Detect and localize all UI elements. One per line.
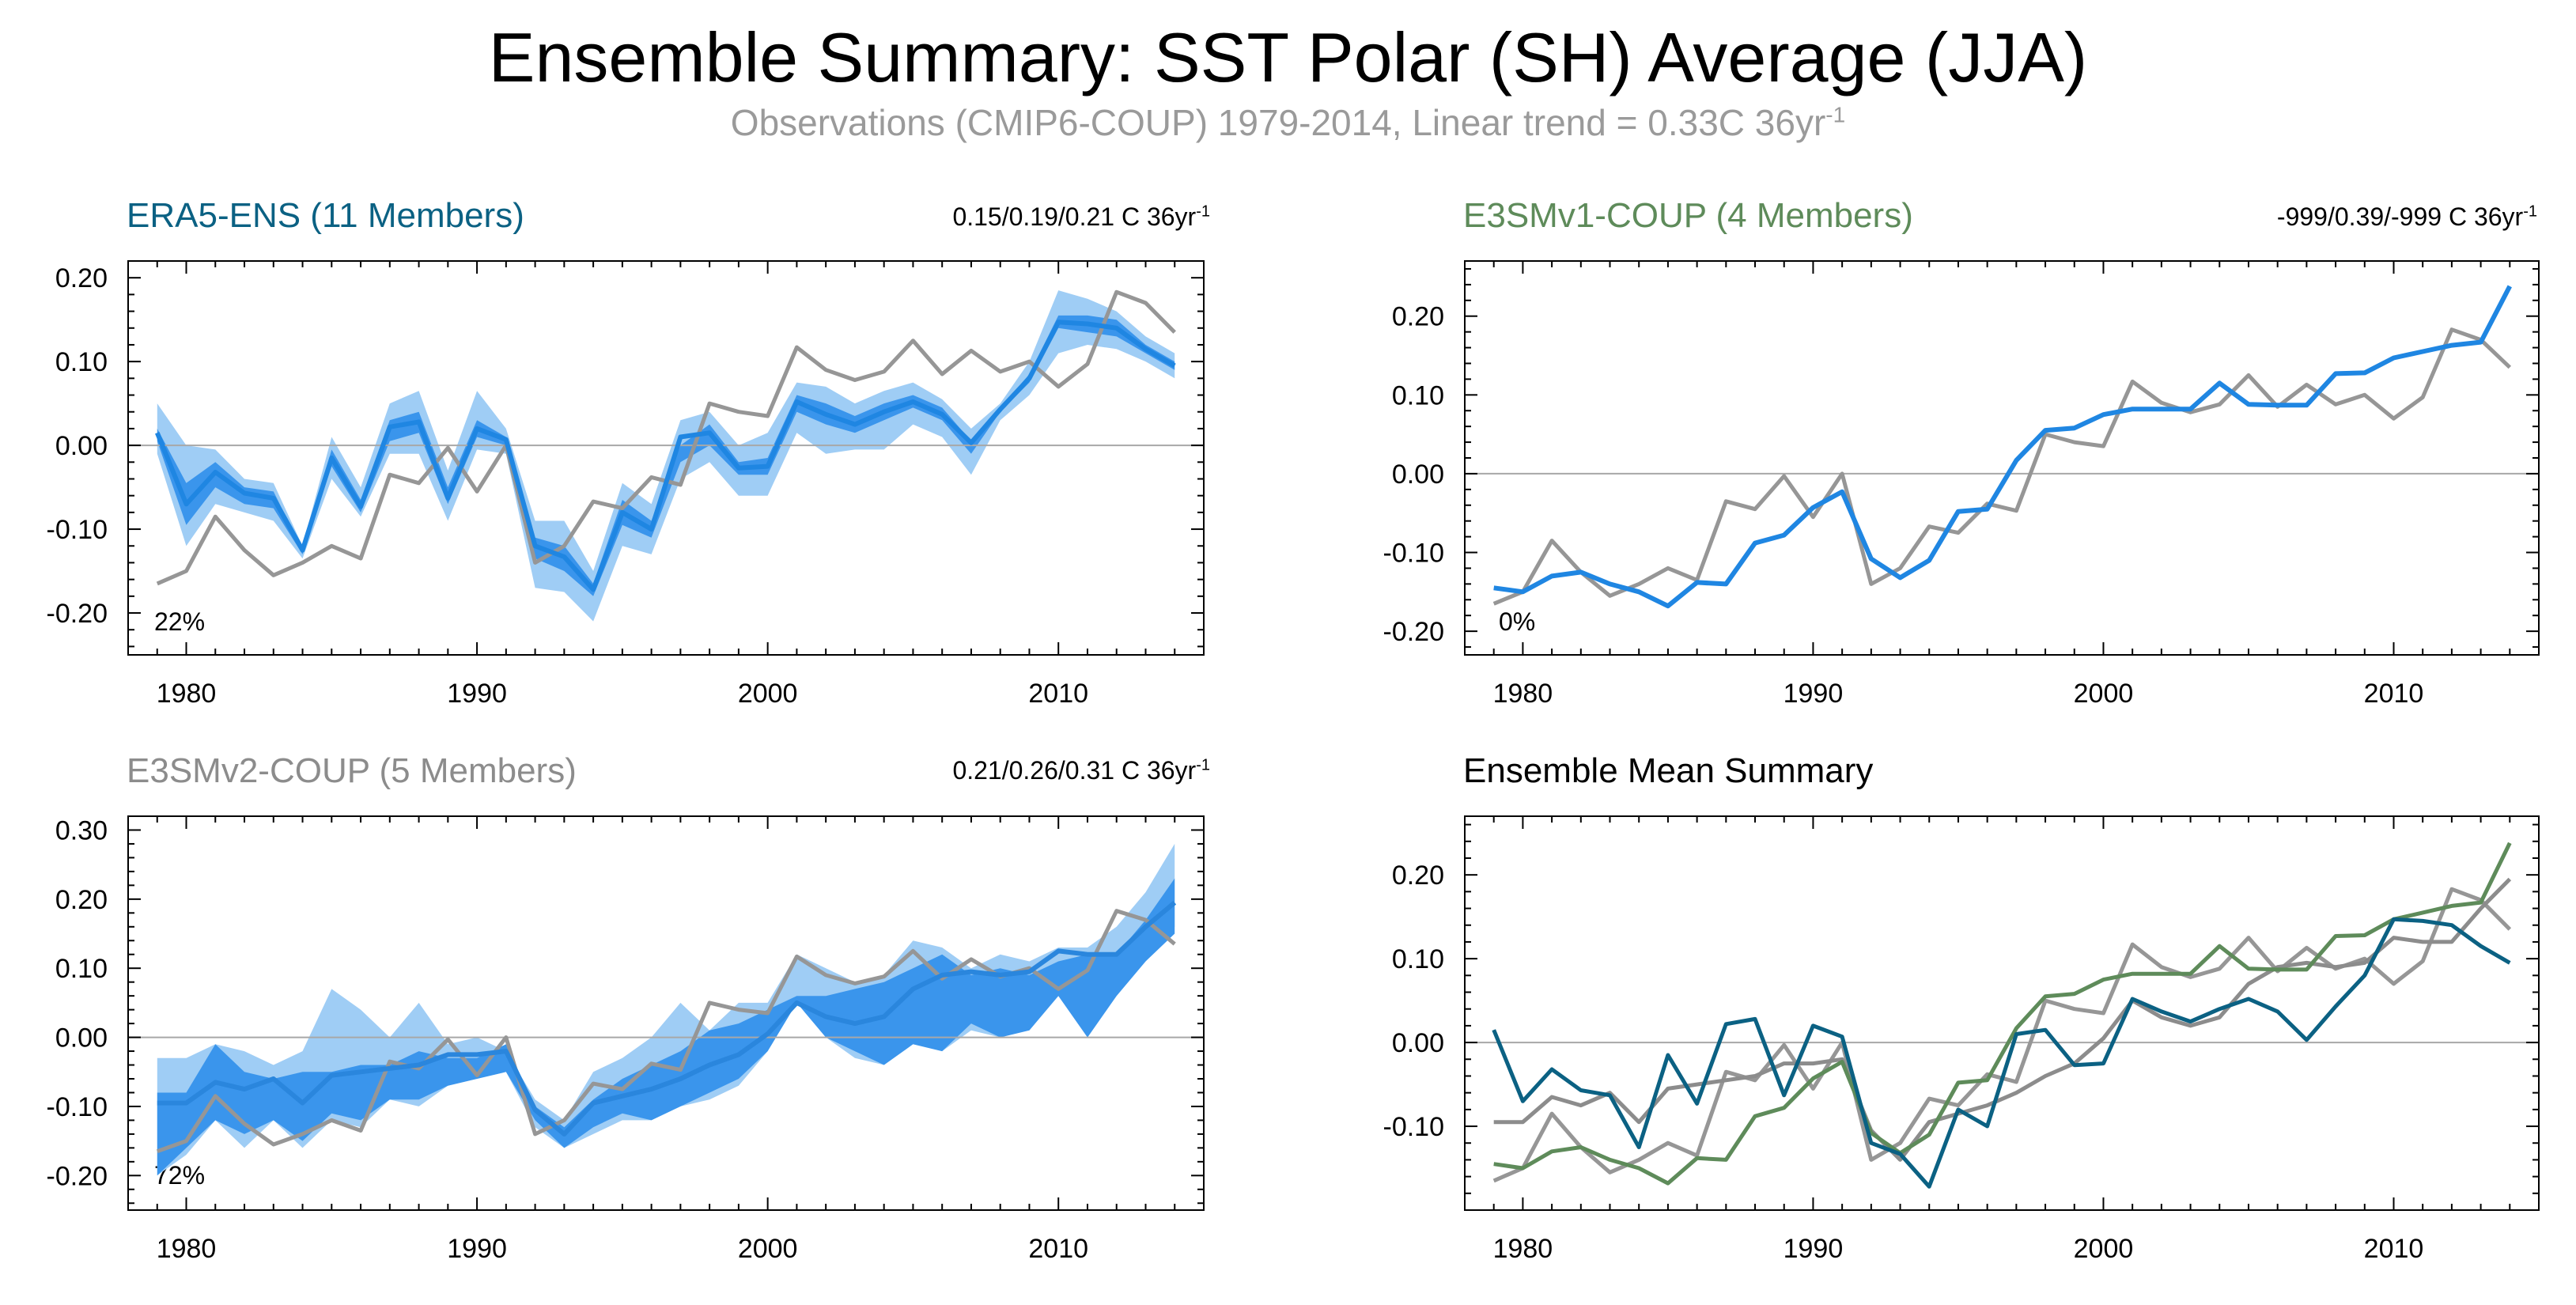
observation-line bbox=[1492, 887, 2512, 1183]
x-tick-label: 2010 bbox=[2364, 679, 2424, 709]
series-line-e3smv1-coup bbox=[1493, 842, 2512, 1186]
x-tick-label: 2010 bbox=[1028, 679, 1088, 709]
chart-ensemble-mean-summary: 1980 1990 2000 2010 -0.10 0.00 0.10 0.20 bbox=[1383, 815, 2540, 1264]
x-tick-label: 1980 bbox=[1493, 1234, 1553, 1264]
y-tick-label: 0.10 bbox=[1392, 944, 1444, 974]
panel-title-era5: ERA5-ENS (11 Members) bbox=[127, 196, 524, 235]
x-tick-label: 2000 bbox=[2074, 1234, 2134, 1264]
y-tick-label: 0.30 bbox=[55, 815, 108, 845]
x-tick-label: 2010 bbox=[1028, 1234, 1088, 1264]
plot-frame bbox=[127, 815, 1205, 1211]
y-tick-label: 0.20 bbox=[1392, 861, 1444, 891]
chart-era5-ens: 1980 1990 2000 2010 -0.20 -0.10 0.00 0.10 0.20 bbox=[47, 260, 1205, 709]
subtitle-superscript: -1 bbox=[1825, 102, 1846, 127]
ensemble-mean-line bbox=[155, 320, 1176, 592]
y-tick-label: 0.00 bbox=[55, 1023, 108, 1053]
page-title: Ensemble Summary: SST Polar (SH) Average… bbox=[488, 18, 2088, 96]
y-tick-label: 0.00 bbox=[1392, 1028, 1444, 1058]
x-tick-label: 1980 bbox=[157, 679, 217, 709]
trend-e3smv2-sup: -1 bbox=[1196, 756, 1210, 774]
y-tick-label: 0.10 bbox=[1392, 380, 1444, 410]
x-tick-label: 2000 bbox=[738, 1234, 798, 1264]
panel-title-summary: Ensemble Mean Summary bbox=[1463, 751, 1874, 790]
y-tick-label: -0.10 bbox=[1383, 539, 1445, 569]
panel-title-e3smv2: E3SMv2-COUP (5 Members) bbox=[127, 751, 577, 790]
chart-e3smv1-coup: 1980 1990 2000 2010 -0.20 -0.10 0.00 0.10 0.20 bbox=[1383, 260, 2540, 709]
plot-frame bbox=[1464, 815, 2540, 1211]
x-tick-label: 1990 bbox=[1784, 1234, 1844, 1264]
x-tick-label: 2010 bbox=[2364, 1234, 2424, 1264]
trend-e3smv1-sup: -1 bbox=[2523, 202, 2537, 221]
trend-era5-sup: -1 bbox=[1196, 202, 1210, 221]
trend-text-e3smv1: -999/0.39/-999 C 36yr-1 bbox=[2175, 202, 2537, 232]
y-tick-label: 0.00 bbox=[55, 431, 108, 461]
chart-e3smv2-coup: 1980 1990 2000 2010 -0.20 -0.10 0.00 0.10 0.20 0.… bbox=[47, 815, 1205, 1264]
band-inner bbox=[157, 315, 1175, 596]
x-tick-label: 1990 bbox=[447, 1234, 507, 1264]
y-tick-label: -0.10 bbox=[1383, 1112, 1445, 1142]
y-tick-label: -0.20 bbox=[47, 1161, 108, 1191]
x-tick-label: 1990 bbox=[1784, 679, 1844, 709]
x-tick-label: 1980 bbox=[1493, 679, 1553, 709]
y-tick-label: -0.20 bbox=[1383, 617, 1445, 647]
series-line-e3smv2-coup bbox=[1493, 877, 2512, 1162]
trend-era5: 0.15/0.19/0.21 C 36yr bbox=[952, 202, 1197, 231]
subtitle-text: Observations (CMIP6-COUP) 1979-2014, Lin… bbox=[730, 102, 1826, 143]
page-subtitle: Observations (CMIP6-COUP) 1979-2014, Lin… bbox=[0, 101, 2576, 144]
y-tick-label: 0.10 bbox=[55, 347, 108, 377]
y-tick-label: -0.20 bbox=[47, 599, 108, 629]
ensemble-mean-line bbox=[157, 900, 1177, 1137]
y-tick-label: -0.10 bbox=[47, 1092, 108, 1122]
observation-line bbox=[1492, 327, 2512, 606]
observation-line bbox=[156, 289, 1176, 586]
trend-text-era5: 0.15/0.19/0.21 C 36yr-1 bbox=[838, 202, 1210, 232]
x-tick-label: 2000 bbox=[2074, 679, 2134, 709]
ensemble-mean-line bbox=[1493, 285, 2512, 609]
y-tick-label: -0.10 bbox=[47, 515, 108, 545]
x-tick-label: 1980 bbox=[157, 1234, 217, 1264]
y-tick-label: 0.20 bbox=[1392, 302, 1444, 332]
trend-e3smv1: -999/0.39/-999 C 36yr bbox=[2276, 202, 2524, 231]
trend-text-e3smv2: 0.21/0.26/0.31 C 36yr-1 bbox=[838, 756, 1210, 785]
y-tick-label: 0.10 bbox=[55, 954, 108, 984]
percent-label-e3smv1: 0% bbox=[1499, 607, 1536, 636]
x-tick-label: 1990 bbox=[447, 679, 507, 709]
trend-e3smv2: 0.21/0.26/0.31 C 36yr bbox=[952, 756, 1197, 785]
y-tick-label: 0.20 bbox=[55, 263, 108, 293]
panel-title-e3smv1: E3SMv1-COUP (4 Members) bbox=[1463, 196, 1913, 235]
x-tick-label: 2000 bbox=[738, 679, 798, 709]
band-outer bbox=[157, 290, 1175, 622]
plot-frame bbox=[1464, 260, 2540, 656]
y-tick-label: 0.00 bbox=[1392, 460, 1444, 490]
series-line-era5-ens bbox=[1492, 917, 2511, 1189]
percent-label-era5: 22% bbox=[154, 607, 206, 636]
plot-frame bbox=[127, 260, 1205, 656]
y-tick-label: 0.20 bbox=[55, 885, 108, 915]
